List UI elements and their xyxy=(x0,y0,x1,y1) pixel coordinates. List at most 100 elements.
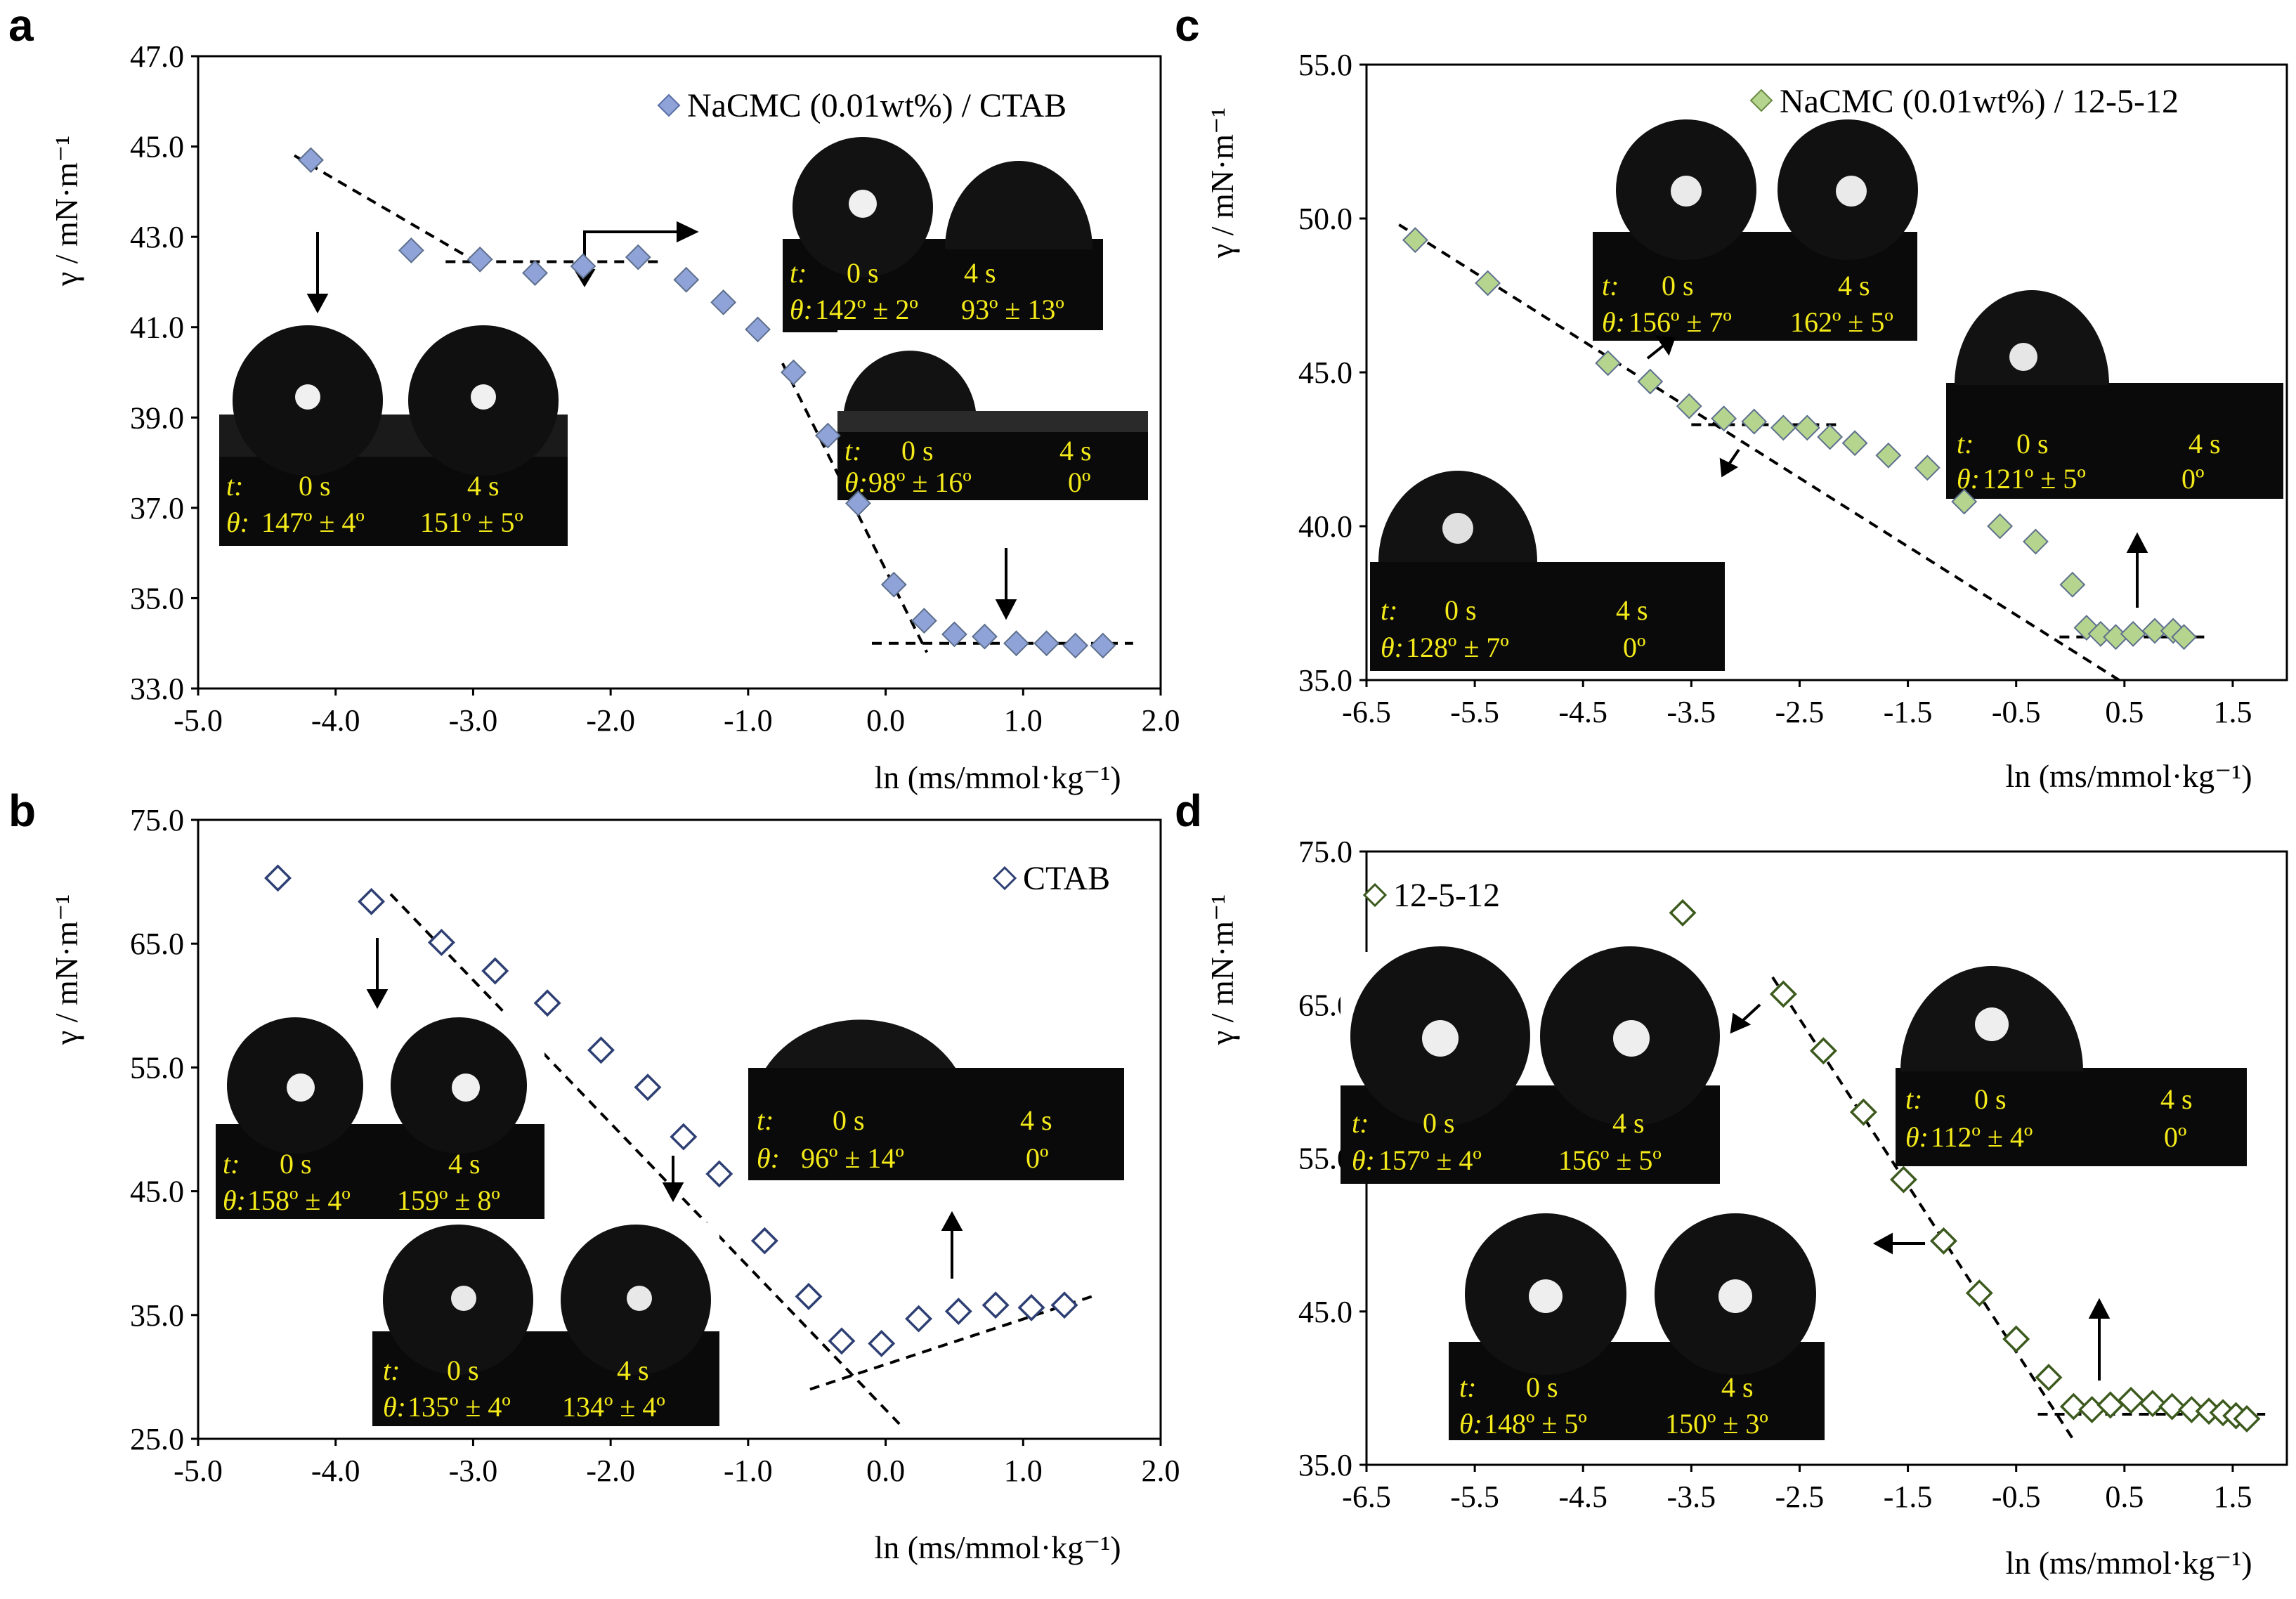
data-point xyxy=(1929,1227,1957,1255)
legend-label: NaCMC (0.01wt%) / CTAB xyxy=(687,87,1067,124)
annotation-arrows xyxy=(366,938,963,1279)
data-point xyxy=(781,359,807,386)
data-point xyxy=(1475,270,1501,296)
data-point xyxy=(1875,442,1902,469)
inset-t0: 0 s xyxy=(447,1355,479,1386)
x-tick-label: -4.5 xyxy=(1558,1480,1607,1514)
x-tick-label: -3.0 xyxy=(449,1454,498,1488)
y-tick-label: 75.0 xyxy=(1298,835,1352,869)
inset-theta4: 162º ± 5º xyxy=(1790,306,1893,338)
inset-t0: 0 s xyxy=(280,1148,312,1180)
x-tick-label: -4.5 xyxy=(1558,695,1607,729)
inset-t4: 4 s xyxy=(467,470,500,502)
inset-theta-label: θ: xyxy=(383,1391,406,1423)
x-tick-label: -1.5 xyxy=(1884,1480,1933,1514)
x-axis-label: ln (ms/mmol·kg⁻¹) xyxy=(2005,1545,2252,1581)
inset-t4: 4 s xyxy=(1838,270,1870,301)
x-tick-label: 1.0 xyxy=(1004,703,1043,738)
legend-label: CTAB xyxy=(1023,860,1110,897)
inset-t0: 0 s xyxy=(833,1104,865,1136)
data-point xyxy=(705,1160,733,1188)
data-point xyxy=(467,246,493,273)
x-tick-label: -1.0 xyxy=(724,1454,773,1488)
inset-t-label: t: xyxy=(757,1104,774,1136)
legend-label: 12-5-12 xyxy=(1393,877,1500,914)
inset-theta-label: θ: xyxy=(1381,632,1404,663)
inset-theta4: 156º ± 5º xyxy=(1558,1144,1662,1176)
data-point xyxy=(1914,455,1940,481)
y-tick-label: 35.0 xyxy=(1298,663,1352,698)
data-point xyxy=(1711,405,1737,432)
data-point xyxy=(398,237,424,263)
data-point xyxy=(298,147,324,174)
x-tick-label: 0.0 xyxy=(866,703,905,738)
inset-theta0: 98º ± 16º xyxy=(868,466,972,498)
panel-a: a γ / mN·m⁻¹ ln (ms/mmol·kg⁻¹) -5.0 -4.0 -… xyxy=(8,0,1180,795)
data-point xyxy=(670,1123,698,1151)
data-point xyxy=(710,289,737,315)
legend-marker xyxy=(992,866,1017,891)
legend: CTAB xyxy=(992,860,1110,897)
droplet-inset-1: t: 0 s 4 s θ: 157º ± 4º 156º ± 5º xyxy=(1341,946,1720,1184)
x-tick-label: -2.5 xyxy=(1775,1480,1825,1514)
x-tick-label: 0.5 xyxy=(2105,1480,2144,1514)
data-point xyxy=(2002,1325,2030,1353)
inset-t-label: t: xyxy=(1602,270,1619,301)
x-tick-label: -5.0 xyxy=(174,703,223,738)
data-point xyxy=(845,490,871,516)
panel-letter-a: a xyxy=(8,0,34,51)
y-tick-label: 75.0 xyxy=(130,803,184,837)
y-tick-label: 35.0 xyxy=(1298,1448,1352,1482)
legend: NaCMC (0.01wt%) / CTAB xyxy=(657,87,1067,124)
inset-t4: 4 s xyxy=(617,1355,649,1386)
data-point xyxy=(1794,415,1820,441)
inset-theta4: 0º xyxy=(2181,463,2204,495)
data-point xyxy=(1003,630,1029,657)
legend-label: NaCMC (0.01wt%) / 12-5-12 xyxy=(1780,83,2179,120)
y-tick-label: 50.0 xyxy=(1298,202,1352,236)
inset-theta0: 148º ± 5º xyxy=(1484,1408,1587,1440)
inset-theta-label: θ: xyxy=(226,507,249,538)
inset-theta0: 112º ± 4º xyxy=(1931,1121,2033,1153)
x-tick-label: -0.5 xyxy=(1992,695,2041,729)
droplet-inset-3: t: 0 s 4 s θ: 96º ± 14º 0º xyxy=(748,948,1124,1180)
data-point xyxy=(1951,488,1978,515)
x-tick-label: 2.0 xyxy=(1142,1454,1180,1488)
annotation-arrows xyxy=(1646,335,2148,608)
data-point xyxy=(745,316,771,343)
inset-t0: 0 s xyxy=(847,257,879,289)
inset-t0: 0 s xyxy=(1662,270,1694,301)
y-tick-label: 45.0 xyxy=(130,130,184,164)
x-tick-label: -2.0 xyxy=(586,703,635,738)
droplet-inset-2: t: 0 s 4 s θ: 128º ± 7º 0º xyxy=(1370,450,1725,671)
y-tick-label: 55.0 xyxy=(130,1050,184,1085)
droplet-inset-1: t: 0 s 4 s θ: 156º ± 7º 162º ± 5º xyxy=(1593,116,1918,341)
x-tick-label: -6.5 xyxy=(1342,1480,1391,1514)
droplet-inset-3: t: 0 s 4 s θ: 112º ± 4º 0º xyxy=(1896,934,2247,1166)
data-point xyxy=(570,253,596,280)
inset-t4: 4 s xyxy=(1059,435,1092,466)
x-tick-label: -4.0 xyxy=(311,1454,360,1488)
inset-theta-label: θ: xyxy=(1905,1121,1929,1153)
data-point xyxy=(625,244,651,270)
inset-theta-label: θ: xyxy=(1602,306,1625,338)
data-point xyxy=(1817,424,1844,450)
y-tick-label: 43.0 xyxy=(130,220,184,254)
inset-t-label: t: xyxy=(383,1355,400,1386)
data-point xyxy=(1849,1098,1877,1126)
x-tick-label: 1.5 xyxy=(2213,1480,2252,1514)
data-point xyxy=(587,1036,615,1064)
inset-t-label: t: xyxy=(1459,1371,1476,1403)
legend-marker xyxy=(1749,89,1773,112)
inset-t-label: t: xyxy=(1957,428,1974,459)
x-axis-label: ln (ms/mmol·kg⁻¹) xyxy=(874,759,1121,795)
data-point xyxy=(1676,393,1702,419)
x-tick-label: -5.5 xyxy=(1450,1480,1499,1514)
data-point xyxy=(1889,1166,1917,1194)
data-point xyxy=(944,1298,972,1325)
droplet-inset-2: t: 0 s 4 s θ: 148º ± 5º 150º ± 3º xyxy=(1449,1208,1825,1440)
droplet-inset-3: t: 0 s 4 s θ: 121º ± 5º 0º xyxy=(1946,274,2283,499)
data-point xyxy=(358,887,386,915)
data-point xyxy=(828,1327,856,1355)
